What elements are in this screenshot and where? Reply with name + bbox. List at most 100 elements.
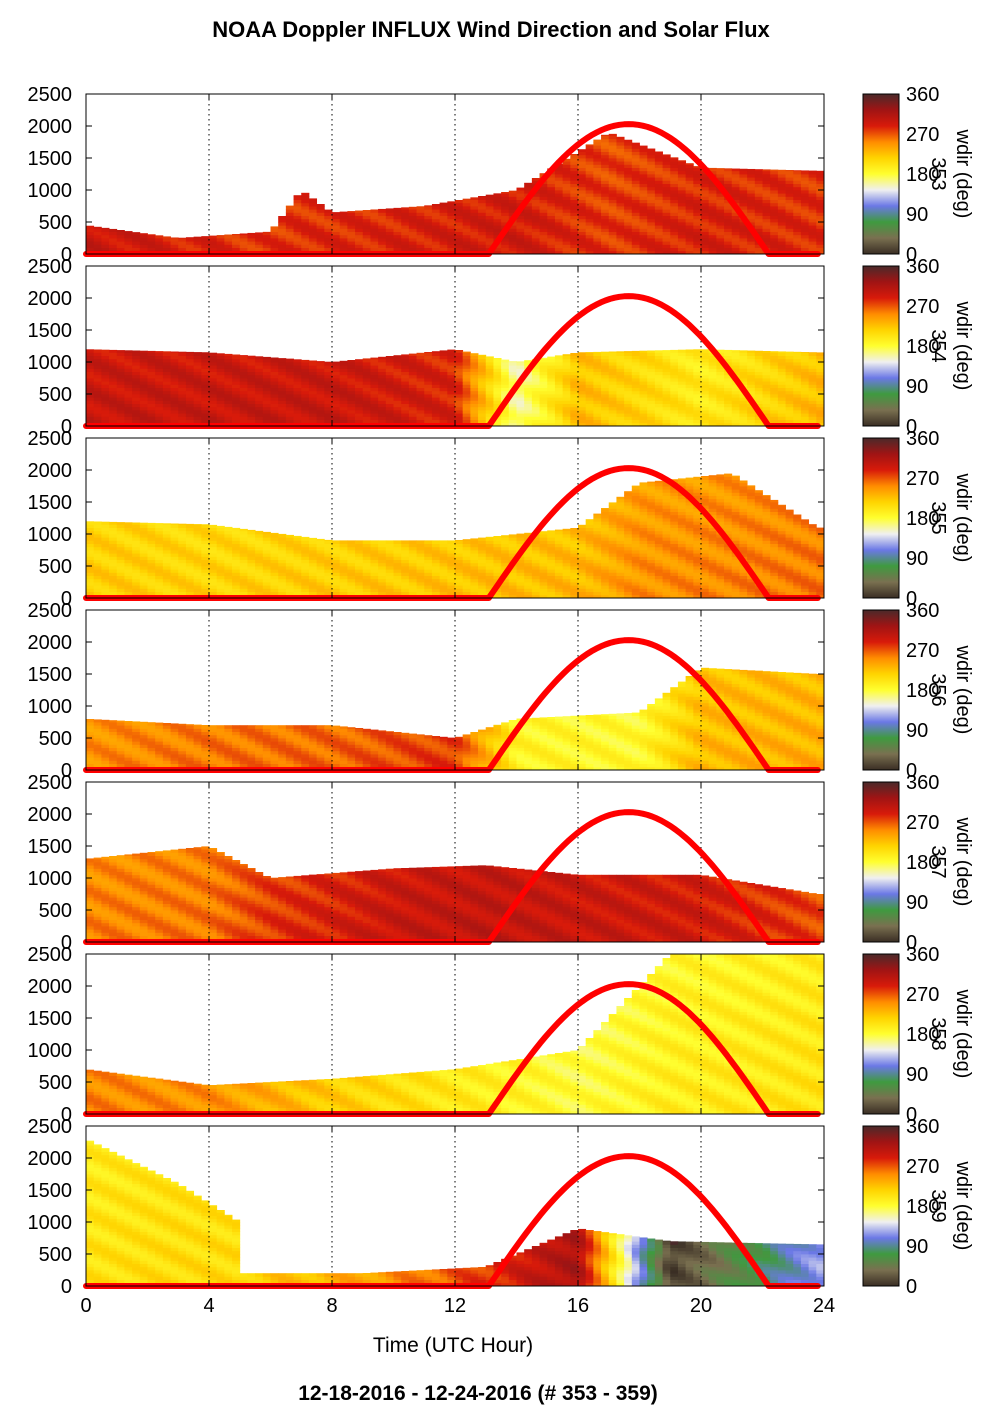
heatmap-cell — [162, 351, 171, 353]
heatmap-cell — [624, 228, 633, 232]
heatmap-cell — [601, 148, 610, 152]
heatmap-cell — [162, 244, 171, 248]
heatmap-cell — [631, 142, 640, 146]
heatmap-cell — [370, 371, 379, 376]
heatmap-cell — [808, 410, 817, 414]
heatmap-cell — [701, 390, 710, 395]
heatmap-cell — [239, 582, 248, 586]
heatmap-cell — [508, 403, 517, 408]
heatmap-cell — [662, 174, 671, 178]
heatmap-cell — [316, 591, 325, 596]
heatmap-cell — [232, 378, 241, 382]
heatmap-cell — [447, 215, 456, 220]
heatmap-cell — [332, 553, 341, 557]
heatmap-cell — [116, 352, 125, 356]
heatmap-cell — [116, 556, 125, 560]
heatmap-cell — [639, 247, 648, 252]
heatmap-cell — [278, 575, 287, 580]
heatmap-cell — [593, 403, 602, 408]
heatmap-cell — [478, 241, 487, 245]
heatmap-cell — [178, 566, 187, 570]
heatmap-cell — [762, 169, 771, 172]
heatmap-cell — [608, 250, 617, 255]
heatmap-cell — [670, 190, 679, 194]
heatmap-cell — [601, 400, 610, 404]
heatmap-cell — [155, 362, 164, 366]
heatmap-cell — [185, 543, 195, 548]
heatmap-cell — [800, 228, 810, 232]
heatmap-cell — [608, 161, 617, 165]
heatmap-cell — [601, 250, 610, 255]
heatmap-cell — [232, 390, 241, 395]
heatmap-cell — [808, 387, 817, 392]
heatmap-cell — [562, 158, 571, 162]
heatmap-cell — [508, 419, 517, 424]
heatmap-cell — [285, 416, 294, 420]
heatmap-cell — [155, 358, 164, 363]
heatmap-cell — [593, 145, 602, 149]
heatmap-cell — [662, 358, 671, 363]
heatmap-cell — [155, 352, 164, 356]
heatmap-cell — [478, 354, 487, 356]
heatmap-cell — [570, 228, 579, 232]
heatmap-cell — [631, 212, 640, 216]
heatmap-cell — [654, 371, 663, 376]
heatmap-cell — [708, 234, 717, 239]
heatmap-cell — [401, 215, 410, 220]
heatmap-cell — [547, 174, 556, 178]
heatmap-cell — [554, 397, 564, 401]
heatmap-cell — [347, 397, 356, 401]
heatmap-cell — [193, 406, 202, 411]
heatmap-cell — [201, 540, 210, 544]
heatmap-cell — [193, 416, 202, 420]
heatmap-cell — [224, 578, 233, 583]
heatmap-cell — [139, 406, 148, 411]
heatmap-cell — [124, 350, 133, 353]
heatmap-cell — [470, 387, 479, 392]
heatmap-cell — [124, 365, 133, 369]
heatmap-cell — [462, 410, 471, 414]
heatmap-cell — [670, 406, 679, 411]
heatmap-cell — [101, 362, 110, 366]
heatmap-cell — [324, 244, 333, 248]
heatmap-cell — [616, 384, 625, 388]
heatmap-cell — [601, 154, 610, 159]
heatmap-cell — [393, 390, 402, 395]
heatmap-cell — [785, 170, 794, 175]
heatmap-cell — [731, 403, 740, 408]
heatmap-cell — [816, 193, 825, 197]
heatmap-cell — [270, 540, 279, 544]
heatmap-cell — [747, 406, 756, 411]
heatmap-cell — [362, 413, 371, 417]
heatmap-cell — [647, 368, 656, 372]
heatmap-cell — [147, 244, 156, 248]
heatmap-cell — [347, 553, 356, 557]
heatmap-cell — [724, 422, 733, 427]
heatmap-cell — [654, 199, 663, 204]
heatmap-cell — [378, 238, 387, 242]
heatmap-cell — [308, 212, 318, 216]
heatmap-cell — [347, 410, 356, 414]
heatmap-cell — [316, 546, 325, 551]
heatmap-cell — [485, 413, 494, 417]
heatmap-cell — [332, 559, 341, 564]
heatmap-cell — [485, 222, 494, 226]
heatmap-cell — [739, 350, 748, 353]
heatmap-cell — [255, 247, 264, 252]
heatmap-cell — [754, 400, 763, 404]
heatmap-cell — [731, 387, 740, 392]
heatmap-cell — [239, 358, 248, 363]
heatmap-cell — [777, 378, 786, 382]
heatmap-cell — [162, 381, 171, 385]
heatmap-cell — [362, 384, 371, 388]
heatmap-cell — [593, 384, 602, 388]
heatmap-cell — [455, 419, 464, 424]
heatmap-cell — [239, 578, 248, 583]
heatmap-cell — [670, 218, 679, 223]
heatmap-cell — [278, 228, 287, 232]
heatmap-cell — [431, 222, 441, 226]
heatmap-cell — [654, 215, 663, 220]
heatmap-cell — [93, 527, 102, 532]
heatmap-cell — [270, 534, 279, 538]
heatmap-cell — [570, 206, 579, 210]
